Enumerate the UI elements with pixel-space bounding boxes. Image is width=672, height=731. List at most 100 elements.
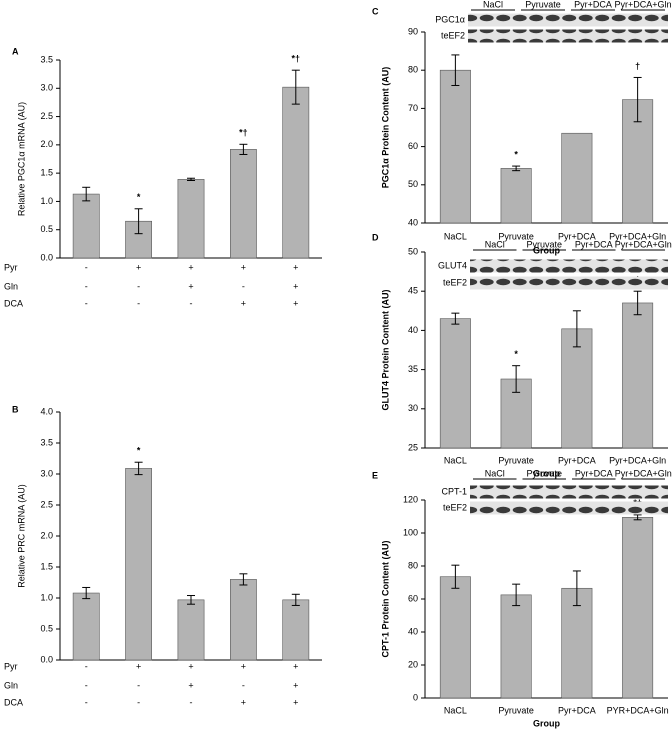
condition-value: - [137,680,140,690]
y-tick-label: 3.0 [40,83,53,93]
blot-band-row [470,501,668,515]
condition-value: - [85,298,88,308]
blot-band-row [470,259,668,273]
condition-value: - [190,697,193,707]
bar [72,193,100,259]
condition-name: Pyr [4,661,18,671]
y-tick-label: 90 [408,26,418,36]
bar [500,594,532,699]
y-tick-label: 2.0 [40,139,53,149]
y-tick-label: 0.0 [40,654,53,664]
x-tick-label: Pyr+DCA+Gln [609,455,666,465]
y-tick-label: 20 [408,659,418,669]
condition-value: - [242,281,245,291]
bar [561,587,593,699]
condition-value: - [242,680,245,690]
blot-lane-label: NaCl [485,468,505,478]
condition-value: - [85,697,88,707]
condition-value: + [188,262,193,272]
blot-lane-label: Pyr+DCA+Gln [615,239,672,249]
condition-name: Pyr [4,262,18,272]
condition-value: + [293,262,298,272]
y-axis-label: Relative PGC1α mRNA (AU) [16,102,26,216]
condition-value: + [136,661,141,671]
y-axis-label: Relative PRC mRNA (AU) [16,484,26,588]
significance-marker: † [635,61,640,71]
x-tick-label: Pyr+DCA [558,455,596,465]
blot-lane-label: Pyr+DCA+Gln [614,0,671,9]
blot-row-label: teEF2 [443,502,467,512]
y-tick-label: 60 [408,141,418,151]
y-tick-label: 25 [408,442,418,452]
y-tick-label: 40 [408,217,418,227]
condition-value: - [137,298,140,308]
blot-row-label: teEF2 [441,30,465,40]
blot-lane-label: Pyruvate [526,468,562,478]
x-axis-label: Group [533,468,560,478]
y-tick-label: 80 [408,560,418,570]
y-tick-label: 0.0 [40,252,53,262]
x-tick-label: Pyr+DCA+Gln [609,231,666,241]
bar [125,220,153,259]
condition-value: - [190,298,193,308]
condition-value: + [241,697,246,707]
blot-row-label: teEF2 [443,277,467,287]
bar [622,517,654,699]
condition-value: + [293,298,298,308]
bar [439,576,471,699]
y-tick-label: 4.0 [40,406,53,416]
condition-value: + [188,680,193,690]
y-tick-label: 35 [408,364,418,374]
y-axis-label: GLUT4 Protein Content (AU) [380,290,390,411]
condition-value: + [188,661,193,671]
blot-lane-label: NaCl [483,0,503,9]
condition-name: DCA [4,697,23,707]
y-tick-label: 50 [408,179,418,189]
x-tick-label: NaCL [444,705,467,715]
blot-band-row [470,485,668,499]
significance-marker: * [137,192,141,202]
blot-lane-label: Pyr+DCA [575,239,613,249]
bar [439,69,471,224]
condition-name: Gln [4,680,18,690]
x-tick-label: NaCL [444,455,467,465]
bar [177,179,205,259]
y-tick-label: 3.5 [40,437,53,447]
y-tick-label: 45 [408,286,418,296]
panel-label: E [372,470,378,480]
bar [282,86,310,259]
bar [561,132,593,224]
condition-value: + [293,697,298,707]
blot-row-label: GLUT4 [438,260,467,270]
condition-value: - [137,697,140,707]
significance-marker: * [514,349,518,359]
blot-band-row [470,276,668,290]
y-tick-label: 2.0 [40,530,53,540]
blot-lane-label: Pyruvate [525,0,561,9]
bar [439,318,471,449]
y-tick-label: 0 [413,692,418,702]
blot-lane-label: NaCl [485,239,505,249]
panel-label: A [12,46,19,56]
bar [282,599,310,661]
panel-label: D [372,232,379,242]
significance-marker: * [137,446,141,456]
y-tick-label: 40 [408,325,418,335]
y-tick-label: 2.5 [40,499,53,509]
condition-value: - [85,661,88,671]
significance-marker: * [514,149,518,159]
blot-band-row [468,29,668,43]
x-tick-label: Pyruvate [498,455,534,465]
bar [230,149,257,259]
blot-lane-label: Pyr+DCA [574,0,612,9]
condition-value: + [293,281,298,291]
condition-value: - [85,262,88,272]
condition-value: + [188,281,193,291]
blot-row-label: PGC1α [435,14,465,24]
y-tick-label: 1.5 [40,561,53,571]
y-tick-label: 1.0 [40,196,53,206]
x-tick-label: NaCL [444,231,467,241]
panel-label: C [372,6,379,16]
